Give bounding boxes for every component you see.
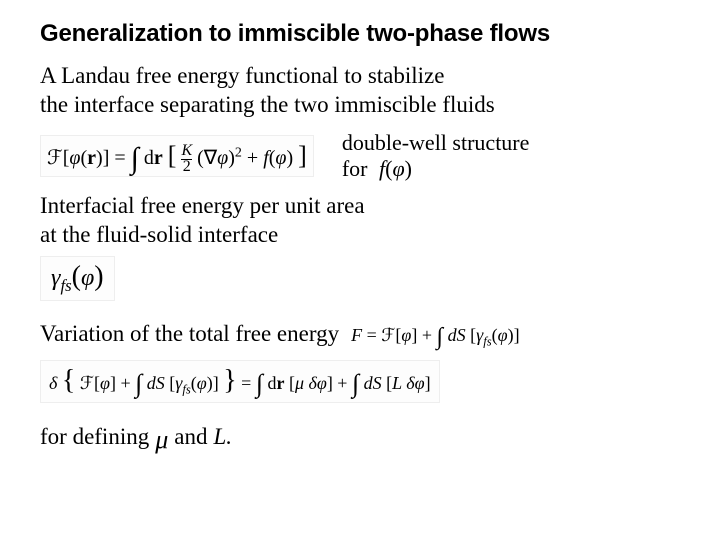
- slide-content: Generalization to immiscible two-phase f…: [0, 0, 720, 471]
- intro-line-1: A Landau free energy functional to stabi…: [40, 63, 444, 88]
- note-line-1: double-well structure: [342, 130, 530, 155]
- f-of-phi-symbol: f(φ): [379, 156, 412, 181]
- variation-equation: δ { ℱ[φ] + ∫ dS [γfs(φ)] } = ∫ dr [μ δφ]…: [40, 360, 440, 403]
- for-defining-prefix: for defining: [40, 424, 149, 450]
- variation-row: Variation of the total free energy F = ℱ…: [40, 319, 680, 350]
- mu-symbol: μ: [155, 425, 168, 455]
- for-defining-row: for defining μ and L.: [40, 421, 680, 451]
- interfacial-line-2: at the fluid-solid interface: [40, 222, 278, 247]
- L-symbol: L.: [214, 424, 233, 450]
- intro-paragraph: A Landau free energy functional to stabi…: [40, 62, 680, 120]
- interfacial-line-1: Interfacial free energy per unit area: [40, 193, 365, 218]
- landau-functional-row: ℱ[φ(r)] = ∫ dr [ K 2 (∇φ)2 + f(φ) ] doub…: [40, 130, 680, 183]
- interfacial-label: Interfacial free energy per unit area at…: [40, 192, 680, 250]
- variation-equation-row: δ { ℱ[φ] + ∫ dS [γfs(φ)] } = ∫ dr [μ δφ]…: [40, 360, 680, 403]
- slide-heading: Generalization to immiscible two-phase f…: [40, 20, 680, 48]
- note-line-2: for: [342, 156, 368, 181]
- total-free-energy-equation: F = ℱ[φ] + ∫ dS [γfs(φ)]: [351, 319, 519, 350]
- landau-functional-equation: ℱ[φ(r)] = ∫ dr [ K 2 (∇φ)2 + f(φ) ]: [40, 135, 314, 177]
- gamma-fs-equation: γfs(φ): [40, 256, 115, 301]
- variation-label: Variation of the total free energy: [40, 320, 339, 349]
- gamma-fs-row: γfs(φ): [40, 256, 680, 301]
- for-defining-mid: and: [174, 424, 207, 450]
- intro-line-2: the interface separating the two immisci…: [40, 92, 495, 117]
- double-well-note: double-well structure for f(φ): [342, 130, 530, 183]
